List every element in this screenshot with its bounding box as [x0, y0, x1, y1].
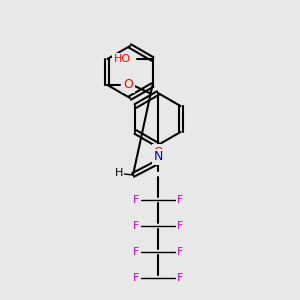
Text: O: O: [153, 146, 163, 158]
Text: F: F: [133, 247, 139, 257]
Text: F: F: [177, 273, 183, 283]
Text: F: F: [133, 273, 139, 283]
Text: O: O: [124, 79, 134, 92]
Text: F: F: [177, 195, 183, 205]
Text: F: F: [177, 221, 183, 231]
Text: N: N: [153, 151, 163, 164]
Text: F: F: [177, 247, 183, 257]
Text: H: H: [115, 168, 123, 178]
Text: HO: HO: [113, 54, 130, 64]
Text: F: F: [133, 195, 139, 205]
Text: F: F: [133, 221, 139, 231]
